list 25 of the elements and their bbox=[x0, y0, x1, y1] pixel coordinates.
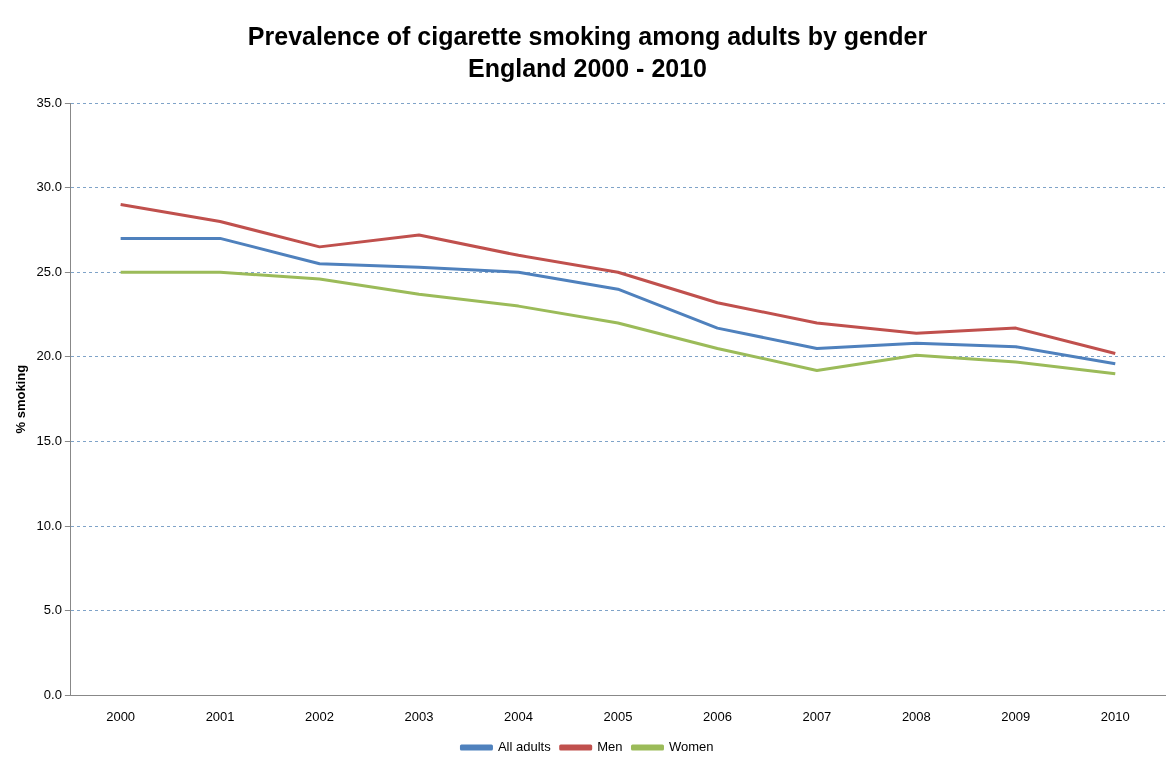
legend-label: Men bbox=[597, 739, 623, 755]
y-tick-label: 30.0 bbox=[36, 179, 62, 195]
legend-label: Women bbox=[668, 739, 714, 755]
legend-label: All adults bbox=[497, 739, 552, 755]
x-tick-label: 2001 bbox=[205, 708, 235, 724]
y-tick-label: 20.0 bbox=[36, 348, 62, 364]
x-tick-label: 2007 bbox=[802, 708, 832, 724]
y-tick-label: 35.0 bbox=[36, 94, 62, 110]
y-tick-label: 10.0 bbox=[36, 517, 62, 533]
y-tick-label: 0.0 bbox=[43, 686, 62, 702]
chart-title: Prevalence of cigarette smoking among adults by gender bbox=[247, 21, 928, 50]
x-tick-label: 2000 bbox=[106, 708, 136, 724]
x-tick-label: 2010 bbox=[1100, 708, 1130, 724]
y-tick-label: 15.0 bbox=[36, 433, 62, 449]
x-tick-label: 2003 bbox=[404, 708, 434, 724]
x-tick-label: 2006 bbox=[702, 708, 732, 724]
y-tick-label: 25.0 bbox=[36, 263, 62, 279]
x-tick-label: 2008 bbox=[901, 708, 931, 724]
x-tick-label: 2009 bbox=[1001, 708, 1031, 724]
x-tick-label: 2002 bbox=[305, 708, 335, 724]
x-tick-label: 2005 bbox=[603, 708, 633, 724]
y-axis-title: % smoking bbox=[13, 364, 29, 434]
x-tick-label: 2004 bbox=[504, 708, 533, 724]
chart-subtitle: England 2000 - 2010 bbox=[467, 53, 708, 82]
y-tick-label: 5.0 bbox=[43, 602, 62, 618]
